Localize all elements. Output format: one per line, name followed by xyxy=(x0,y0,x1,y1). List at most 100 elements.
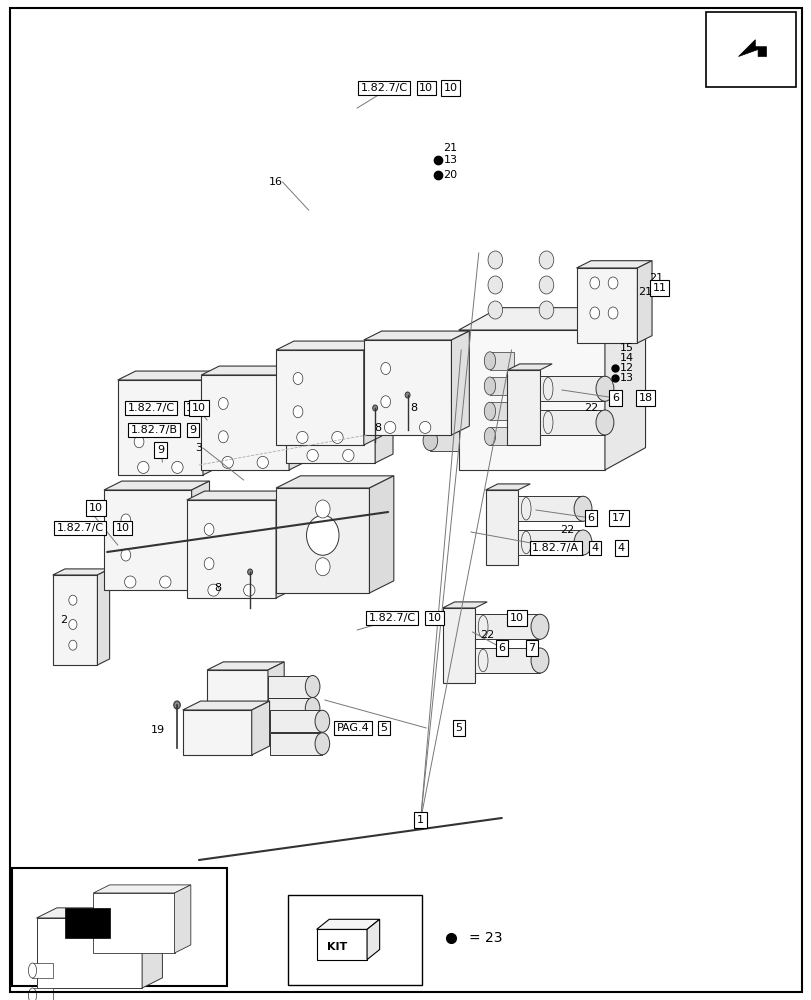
Polygon shape xyxy=(187,500,276,598)
Text: 10: 10 xyxy=(115,523,130,533)
Polygon shape xyxy=(207,662,284,670)
Polygon shape xyxy=(268,698,312,720)
Ellipse shape xyxy=(380,396,390,408)
Ellipse shape xyxy=(307,449,318,461)
Polygon shape xyxy=(458,330,604,470)
Text: 1.82.7/A: 1.82.7/A xyxy=(532,543,578,553)
Ellipse shape xyxy=(595,410,613,435)
Ellipse shape xyxy=(423,408,437,428)
Polygon shape xyxy=(187,491,294,500)
Ellipse shape xyxy=(134,436,144,448)
Text: 10: 10 xyxy=(443,83,457,93)
Polygon shape xyxy=(174,885,191,953)
Polygon shape xyxy=(316,929,367,960)
Polygon shape xyxy=(430,408,458,428)
Ellipse shape xyxy=(307,515,339,555)
Text: 10: 10 xyxy=(509,613,524,623)
Polygon shape xyxy=(203,371,221,475)
Polygon shape xyxy=(182,701,269,710)
Polygon shape xyxy=(363,340,451,435)
Text: 8: 8 xyxy=(374,423,380,433)
Text: 1.82.7/C: 1.82.7/C xyxy=(360,83,407,93)
Polygon shape xyxy=(363,341,381,445)
Text: 21: 21 xyxy=(637,287,652,297)
Ellipse shape xyxy=(315,500,329,518)
Ellipse shape xyxy=(372,405,377,411)
Text: 13: 13 xyxy=(619,373,633,383)
Ellipse shape xyxy=(487,251,502,269)
Text: 1.82.7/C: 1.82.7/C xyxy=(57,523,104,533)
Polygon shape xyxy=(604,308,645,470)
Ellipse shape xyxy=(243,584,255,596)
Ellipse shape xyxy=(293,406,303,418)
Polygon shape xyxy=(489,377,513,395)
Polygon shape xyxy=(182,710,251,755)
Text: 7: 7 xyxy=(528,643,534,653)
Polygon shape xyxy=(276,341,381,350)
Ellipse shape xyxy=(293,372,303,384)
Polygon shape xyxy=(430,341,458,361)
Text: PAG.4: PAG.4 xyxy=(336,723,369,733)
Bar xyxy=(288,895,422,985)
Bar xyxy=(65,908,109,938)
Text: 6: 6 xyxy=(498,643,504,653)
Polygon shape xyxy=(539,376,604,401)
Ellipse shape xyxy=(69,595,77,605)
Ellipse shape xyxy=(303,424,312,436)
Ellipse shape xyxy=(208,584,219,596)
Text: 18: 18 xyxy=(637,393,652,403)
Polygon shape xyxy=(285,368,375,463)
Ellipse shape xyxy=(423,431,437,451)
Ellipse shape xyxy=(28,963,36,978)
Ellipse shape xyxy=(539,276,553,294)
Ellipse shape xyxy=(204,558,214,570)
Ellipse shape xyxy=(483,352,495,370)
Polygon shape xyxy=(104,481,209,490)
Ellipse shape xyxy=(305,698,320,720)
Bar xyxy=(12,868,227,986)
Ellipse shape xyxy=(28,988,36,1000)
Ellipse shape xyxy=(121,514,131,526)
Text: 6: 6 xyxy=(587,513,594,523)
Polygon shape xyxy=(489,352,513,370)
Text: 15: 15 xyxy=(619,343,633,353)
Text: 10: 10 xyxy=(427,613,441,623)
Ellipse shape xyxy=(171,461,183,473)
Polygon shape xyxy=(474,614,539,639)
Polygon shape xyxy=(430,363,458,383)
Ellipse shape xyxy=(303,390,312,402)
Ellipse shape xyxy=(607,307,617,319)
Polygon shape xyxy=(276,476,393,488)
Ellipse shape xyxy=(483,402,495,420)
Ellipse shape xyxy=(305,676,320,698)
Ellipse shape xyxy=(607,277,617,289)
Polygon shape xyxy=(489,402,513,420)
Text: 5: 5 xyxy=(455,723,461,733)
Ellipse shape xyxy=(218,431,228,443)
Ellipse shape xyxy=(332,431,343,443)
Text: 4: 4 xyxy=(617,543,624,553)
Ellipse shape xyxy=(247,569,252,575)
Polygon shape xyxy=(442,608,474,683)
Polygon shape xyxy=(276,350,363,445)
Polygon shape xyxy=(104,490,191,590)
Polygon shape xyxy=(576,268,637,343)
Polygon shape xyxy=(451,331,469,435)
Ellipse shape xyxy=(483,377,495,395)
Ellipse shape xyxy=(160,576,171,588)
Text: 21: 21 xyxy=(648,273,663,283)
Polygon shape xyxy=(637,261,651,343)
Text: 8: 8 xyxy=(410,403,417,413)
Ellipse shape xyxy=(539,251,553,269)
Polygon shape xyxy=(507,364,551,370)
Ellipse shape xyxy=(423,341,437,361)
Polygon shape xyxy=(118,380,203,475)
Polygon shape xyxy=(507,370,539,445)
Polygon shape xyxy=(737,40,766,57)
Text: 14: 14 xyxy=(619,353,633,363)
Text: 17: 17 xyxy=(611,513,625,523)
Bar xyxy=(32,988,53,1000)
Text: 11: 11 xyxy=(651,283,666,293)
Polygon shape xyxy=(276,491,294,598)
Ellipse shape xyxy=(487,276,502,294)
